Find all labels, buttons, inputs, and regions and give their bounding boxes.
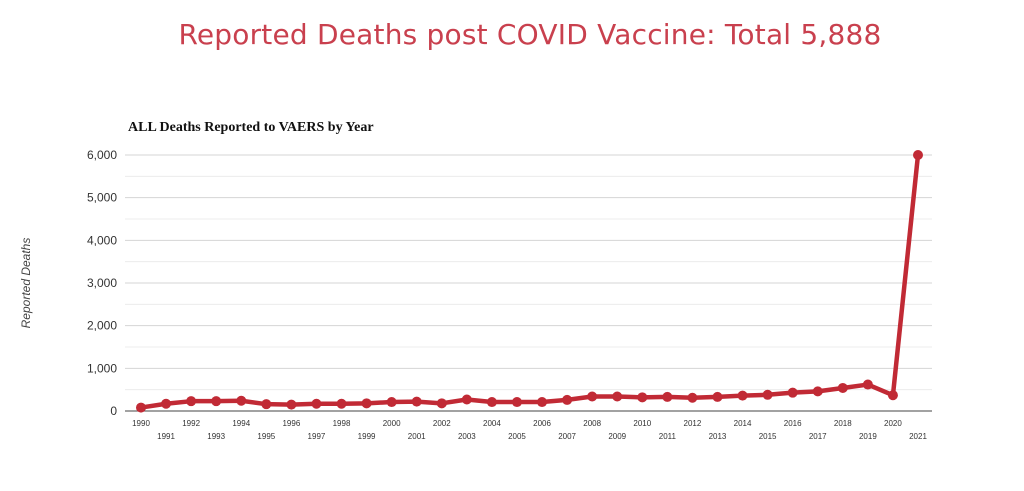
x-tick-label: 2003 xyxy=(458,432,476,441)
data-point xyxy=(737,390,748,401)
x-tick-label: 2008 xyxy=(583,419,601,428)
x-tick-label: 2018 xyxy=(834,419,852,428)
x-tick-label: 2011 xyxy=(659,432,677,441)
chart-title: ALL Deaths Reported to VAERS by Year xyxy=(128,120,374,135)
x-tick-label: 2010 xyxy=(633,419,651,428)
data-point xyxy=(687,392,698,403)
data-point xyxy=(311,398,322,409)
data-point xyxy=(161,398,172,409)
x-tick-label: 2019 xyxy=(859,432,877,441)
data-point xyxy=(712,391,723,402)
x-tick-label: 1991 xyxy=(157,432,175,441)
data-point xyxy=(511,397,522,408)
data-point xyxy=(386,397,397,408)
data-point xyxy=(787,387,798,398)
x-tick-label: 2004 xyxy=(483,419,501,428)
data-point xyxy=(662,391,673,402)
data-point xyxy=(562,394,573,405)
data-point xyxy=(436,398,447,409)
x-tick-label: 1999 xyxy=(358,432,376,441)
x-tick-label: 1990 xyxy=(132,419,150,428)
x-tick-label: 2005 xyxy=(508,432,526,441)
data-point xyxy=(812,386,823,397)
x-tick-label: 2002 xyxy=(433,419,451,428)
series-line xyxy=(138,152,921,410)
page-headline: Reported Deaths post COVID Vaccine: Tota… xyxy=(178,18,882,51)
data-point xyxy=(361,398,372,409)
data-point xyxy=(637,392,648,403)
y-tick-label: 4,000 xyxy=(87,233,117,247)
y-tick-label: 0 xyxy=(110,404,117,418)
x-tick-label: 1995 xyxy=(257,432,275,441)
x-tick-label: 2014 xyxy=(734,419,752,428)
y-axis-ticks: 0 1,000 2,000 3,000 4,000 5,000 6,000 xyxy=(87,148,117,418)
data-series xyxy=(136,150,923,413)
x-axis-ticks: 1990 1991 1992 1993 1994 1995 1996 1997 1998 1999… xyxy=(132,419,927,441)
data-point xyxy=(336,398,347,409)
x-tick-label: 1994 xyxy=(232,419,250,428)
y-tick-label: 6,000 xyxy=(87,148,117,162)
data-point xyxy=(236,395,247,406)
data-point xyxy=(486,397,497,408)
x-tick-label: 2017 xyxy=(809,432,827,441)
x-tick-label: 2015 xyxy=(759,432,777,441)
x-tick-label: 1993 xyxy=(207,432,225,441)
y-tick-label: 2,000 xyxy=(87,319,117,333)
y-tick-label: 1,000 xyxy=(87,361,117,375)
data-point xyxy=(136,402,146,413)
data-point xyxy=(587,391,598,402)
data-point xyxy=(762,389,773,400)
x-tick-label: 2006 xyxy=(533,419,551,428)
x-tick-label: 2007 xyxy=(558,432,576,441)
y-axis-label: Reported Deaths xyxy=(19,238,33,329)
data-point xyxy=(186,396,197,407)
gridlines xyxy=(125,154,932,412)
x-tick-label: 1997 xyxy=(308,432,326,441)
x-tick-label: 1996 xyxy=(282,419,300,428)
x-tick-label: 2016 xyxy=(784,419,802,428)
x-tick-label: 2000 xyxy=(383,419,401,428)
data-point xyxy=(862,379,873,390)
x-tick-label: 1998 xyxy=(333,419,351,428)
data-point xyxy=(537,397,548,408)
x-tick-label: 1992 xyxy=(182,419,200,428)
x-tick-label: 2009 xyxy=(608,432,626,441)
data-point xyxy=(461,394,472,405)
data-point xyxy=(837,382,848,393)
data-point xyxy=(211,396,222,407)
data-point xyxy=(612,391,623,402)
data-point xyxy=(913,150,923,160)
data-point xyxy=(887,390,898,401)
data-point xyxy=(261,399,272,410)
data-point xyxy=(411,396,422,407)
data-point xyxy=(286,399,297,410)
x-tick-label: 2013 xyxy=(709,432,727,441)
x-tick-label: 2001 xyxy=(408,432,426,441)
x-tick-label: 2020 xyxy=(884,419,902,428)
x-tick-label: 2012 xyxy=(684,419,702,428)
y-tick-label: 5,000 xyxy=(87,191,117,205)
y-tick-label: 3,000 xyxy=(87,276,117,290)
x-tick-label: 2021 xyxy=(909,432,927,441)
